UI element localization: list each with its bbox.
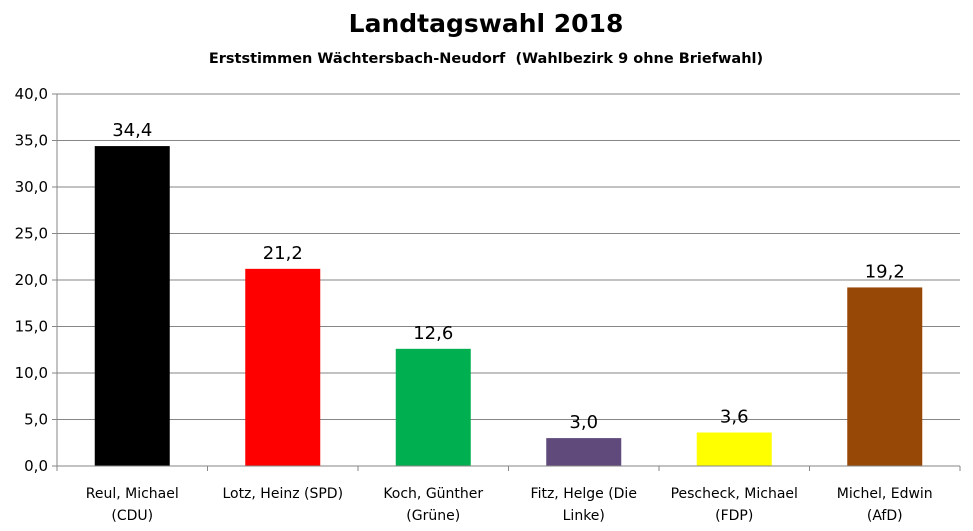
x-tick-label: Reul, Michael [86,486,179,502]
x-tick-label: Michel, Edwin [837,486,933,502]
x-tick-label: Fitz, Helge (Die [531,486,637,502]
data-label: 21,2 [263,243,303,264]
y-tick-label: 0,0 [24,457,48,475]
data-label: 12,6 [413,323,453,344]
bar-2 [395,348,471,466]
bar-4 [696,432,772,466]
y-tick-label: 10,0 [15,364,48,382]
data-label: 34,4 [112,120,152,141]
y-tick-label: 35,0 [15,132,48,150]
data-label: 3,0 [569,412,598,433]
data-label: 19,2 [865,261,905,282]
y-tick-label: 15,0 [15,318,48,336]
gridlines [52,93,960,467]
bar-3 [546,438,622,466]
y-tick-label: 25,0 [15,225,48,243]
y-tick-label: 5,0 [24,411,48,429]
labels: 0,0 5,0 10,0 15,0 20,0 25,0 30,0 35,0 40,0 34,4 Re… [15,85,933,524]
x-tick-label-line2: (AfD) [867,508,903,524]
x-tick-label: Lotz, Heinz (SPD) [222,486,343,502]
y-tick-label: 30,0 [15,178,48,196]
bar-1 [245,268,321,466]
axes [56,94,961,471]
chart-title: Landtagswahl 2018 [349,9,624,38]
chart-subtitle: Erststimmen Wächtersbach-Neudorf (Wahlbe… [209,51,763,67]
data-label: 3,6 [720,407,749,428]
x-tick-label-line2: (CDU) [111,508,153,524]
x-tick-label: Koch, Günther [383,486,483,502]
bar-5 [847,287,923,466]
x-tick-label-line2: Linke) [563,508,605,524]
x-tick-label: Pescheck, Michael [671,486,798,502]
bars [94,146,923,466]
y-tick-label: 20,0 [15,271,48,289]
x-tick-label-line2: (FDP) [715,508,753,524]
x-tick-label-line2: (Grüne) [406,508,460,524]
bar-0 [94,146,170,466]
y-tick-label: 40,0 [15,85,48,103]
